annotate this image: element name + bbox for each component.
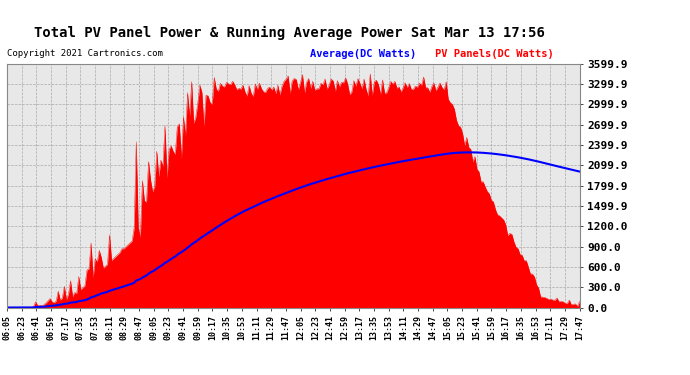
Text: Average(DC Watts): Average(DC Watts)	[310, 49, 417, 59]
Text: PV Panels(DC Watts): PV Panels(DC Watts)	[435, 49, 553, 59]
Text: Total PV Panel Power & Running Average Power Sat Mar 13 17:56: Total PV Panel Power & Running Average P…	[34, 26, 545, 40]
Text: Copyright 2021 Cartronics.com: Copyright 2021 Cartronics.com	[7, 49, 163, 58]
